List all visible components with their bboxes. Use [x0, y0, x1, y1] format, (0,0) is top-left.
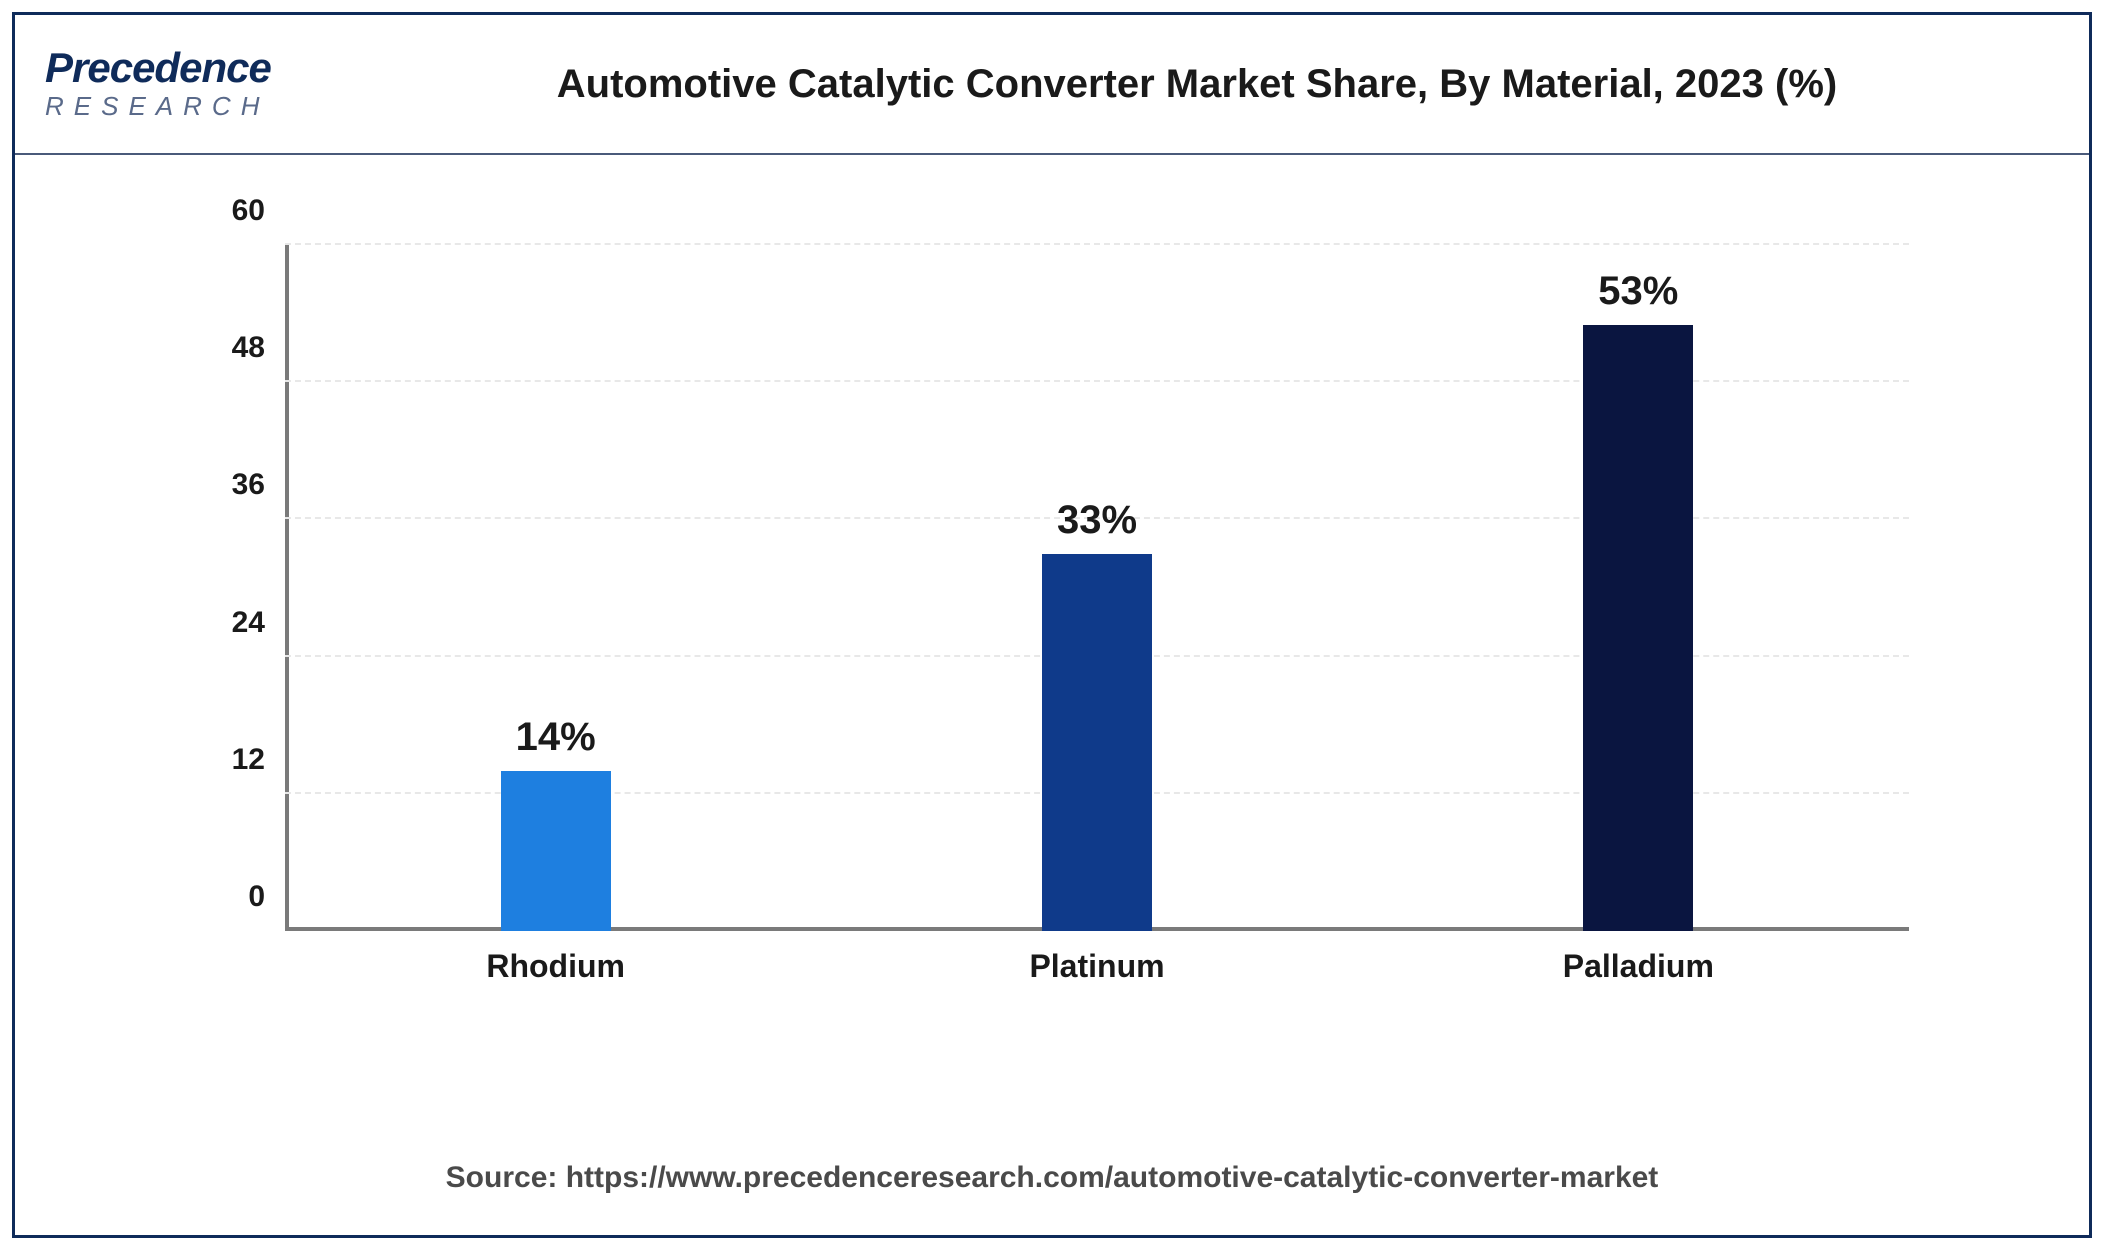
- x-tick: Palladium: [1563, 948, 1714, 985]
- header: Precedence RESEARCH Automotive Catalytic…: [15, 15, 2089, 155]
- title-wrap: Automotive Catalytic Converter Market Sh…: [335, 62, 2059, 107]
- bar: 33%: [1042, 554, 1152, 931]
- plot-area: 0122436486014%Rhodium33%Platinum53%Palla…: [285, 245, 1909, 931]
- logo: Precedence RESEARCH: [45, 47, 335, 122]
- bar-value-label: 33%: [1057, 498, 1137, 543]
- x-tick: Rhodium: [486, 948, 625, 985]
- chart-container: 0 12 24 36 48 60 14% Rhodium 33% Platinum 53% Palla…: [15, 155, 2089, 1161]
- bar-value-label: 14%: [516, 715, 596, 760]
- source-prefix: Source:: [446, 1161, 566, 1194]
- bar: 14%: [501, 771, 611, 931]
- y-tick: 24: [195, 606, 265, 640]
- logo-sub: RESEARCH: [45, 91, 269, 122]
- source-line: Source: https://www.precedenceresearch.c…: [15, 1161, 2089, 1195]
- x-tick: Platinum: [1029, 948, 1164, 985]
- y-tick: 0: [195, 880, 265, 914]
- logo-main: Precedence: [45, 47, 271, 89]
- y-tick: 48: [195, 331, 265, 365]
- grid-line: [285, 243, 1909, 245]
- bar: 53%: [1583, 325, 1693, 931]
- y-axis: [285, 245, 289, 931]
- y-tick: 60: [195, 194, 265, 228]
- source-url: https://www.precedenceresearch.com/autom…: [566, 1161, 1659, 1194]
- chart-title: Automotive Catalytic Converter Market Sh…: [335, 62, 2059, 107]
- bar-value-label: 53%: [1598, 269, 1678, 314]
- y-tick: 36: [195, 468, 265, 502]
- chart-frame: Precedence RESEARCH Automotive Catalytic…: [12, 12, 2092, 1238]
- y-tick: 12: [195, 743, 265, 777]
